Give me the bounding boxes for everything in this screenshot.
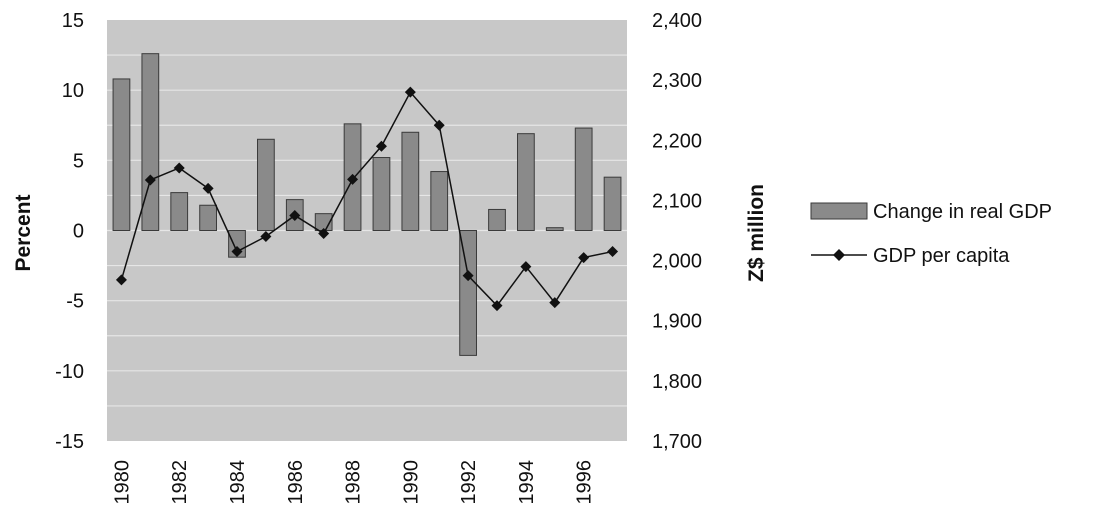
point-1980 — [115, 274, 127, 286]
point-1991 — [433, 119, 445, 131]
point-1982 — [173, 162, 185, 174]
point-1992 — [462, 270, 474, 282]
x-tick-label: 1994 — [516, 460, 538, 505]
point-1981 — [144, 174, 156, 186]
right-axis-title: Z$ million — [745, 184, 768, 282]
point-1988 — [347, 173, 359, 185]
y-tick-label: 0 — [73, 221, 84, 243]
bar-1980 — [112, 78, 131, 231]
y-tick-label: -15 — [55, 431, 84, 453]
y-tick-label: -10 — [55, 361, 84, 383]
bar-1997 — [603, 176, 622, 232]
left-axis-ticks: 15 10 5 0 -5 -10 -15 — [55, 10, 84, 453]
x-tick-label: 1984 — [227, 460, 249, 505]
bar-1995 — [545, 227, 564, 231]
y-tick-label: 10 — [62, 80, 84, 102]
x-tick-label: 1986 — [285, 460, 307, 505]
point-1987 — [318, 228, 330, 240]
bar-1990 — [401, 131, 420, 231]
point-1990 — [404, 86, 416, 98]
left-axis-title: Percent — [12, 194, 35, 271]
legend-line-label: GDP per capita — [873, 245, 1010, 267]
y2-tick-label: 2,400 — [652, 10, 702, 32]
point-1983 — [202, 182, 214, 194]
y-tick-label: 5 — [73, 150, 84, 172]
y-tick-label: 15 — [62, 10, 84, 32]
point-1996 — [578, 252, 590, 264]
y2-tick-label: 2,300 — [652, 70, 702, 92]
x-tick-label: 1990 — [400, 460, 422, 505]
bar-1996 — [574, 127, 593, 232]
bar-1991 — [430, 171, 449, 231]
gridlines — [107, 54, 627, 407]
point-1997 — [607, 246, 619, 258]
line-series — [115, 86, 619, 312]
bar-1989 — [372, 157, 391, 232]
bar-1992 — [459, 230, 477, 356]
x-tick-label: 1996 — [574, 460, 596, 505]
point-1986 — [289, 209, 301, 221]
bar-series — [112, 53, 622, 356]
y2-tick-label: 1,900 — [652, 311, 702, 333]
legend-line-marker — [833, 249, 845, 261]
bar-1983 — [199, 204, 217, 232]
x-axis-ticks: 1980 1982 1984 1986 1988 1990 1992 1994 1996 — [111, 460, 595, 505]
bar-1985 — [257, 138, 275, 232]
bar-1982 — [170, 192, 189, 231]
point-1995 — [549, 297, 561, 309]
y2-tick-label: 2,100 — [652, 190, 702, 212]
x-tick-label: 1992 — [458, 460, 480, 505]
y-tick-label: -5 — [66, 291, 84, 313]
x-tick-label: 1982 — [169, 460, 191, 505]
x-tick-label: 1988 — [343, 460, 365, 505]
point-1984 — [231, 246, 243, 258]
point-1993 — [491, 300, 503, 312]
bar-1993 — [488, 208, 506, 231]
y2-tick-label: 1,800 — [652, 371, 702, 393]
y2-tick-label: 2,200 — [652, 130, 702, 152]
gdp-per-capita-line — [120, 90, 613, 307]
bar-1994 — [517, 133, 535, 231]
x-tick-label: 1980 — [111, 460, 133, 505]
legend-bar-swatch — [810, 202, 868, 220]
y2-tick-label: 1,700 — [652, 431, 702, 453]
right-axis-ticks: 2,400 2,300 2,200 2,100 2,000 1,900 1,800 1,700 — [652, 10, 702, 453]
point-1994 — [520, 261, 532, 273]
legend: Change in real GDP GDP per capita — [810, 201, 1052, 267]
point-1989 — [375, 140, 387, 152]
bar-1981 — [141, 53, 160, 232]
y2-tick-label: 2,000 — [652, 251, 702, 273]
legend-bar-label: Change in real GDP — [873, 201, 1052, 223]
point-1985 — [260, 231, 272, 243]
